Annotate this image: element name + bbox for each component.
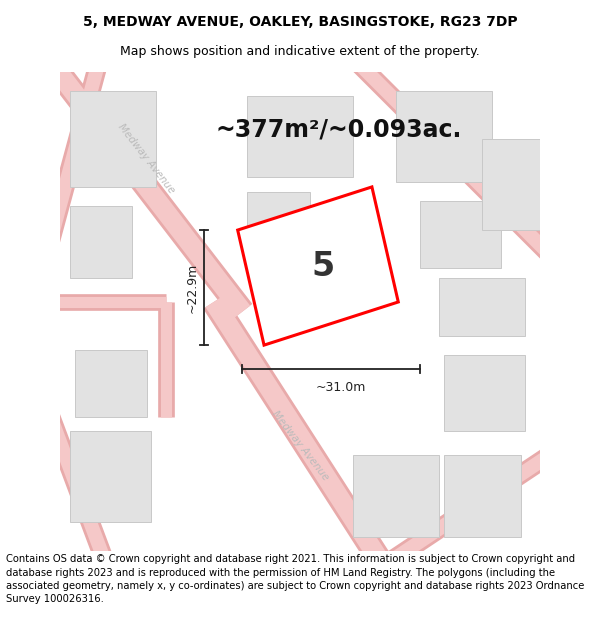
Polygon shape (238, 187, 398, 345)
Bar (247, 96, 353, 178)
Text: Medway Avenue: Medway Avenue (270, 409, 330, 482)
Bar (439, 278, 526, 336)
Bar (70, 206, 132, 278)
Bar (444, 456, 521, 537)
Bar (420, 201, 502, 268)
Text: ~22.9m: ~22.9m (185, 262, 199, 312)
Text: ~31.0m: ~31.0m (316, 381, 366, 394)
Text: Medway Avenue: Medway Avenue (116, 121, 177, 195)
Bar (70, 91, 156, 187)
Bar (396, 91, 492, 182)
Bar (482, 139, 539, 230)
Bar (70, 431, 151, 522)
Bar (74, 350, 146, 417)
Text: 5, MEDWAY AVENUE, OAKLEY, BASINGSTOKE, RG23 7DP: 5, MEDWAY AVENUE, OAKLEY, BASINGSTOKE, R… (83, 14, 517, 29)
Bar (444, 355, 526, 431)
Text: 5: 5 (311, 249, 334, 282)
Text: Contains OS data © Crown copyright and database right 2021. This information is : Contains OS data © Crown copyright and d… (6, 554, 584, 604)
Bar (353, 456, 439, 537)
Text: ~377m²/~0.093ac.: ~377m²/~0.093ac. (215, 118, 461, 141)
Bar (247, 192, 310, 264)
Text: Map shows position and indicative extent of the property.: Map shows position and indicative extent… (120, 45, 480, 58)
